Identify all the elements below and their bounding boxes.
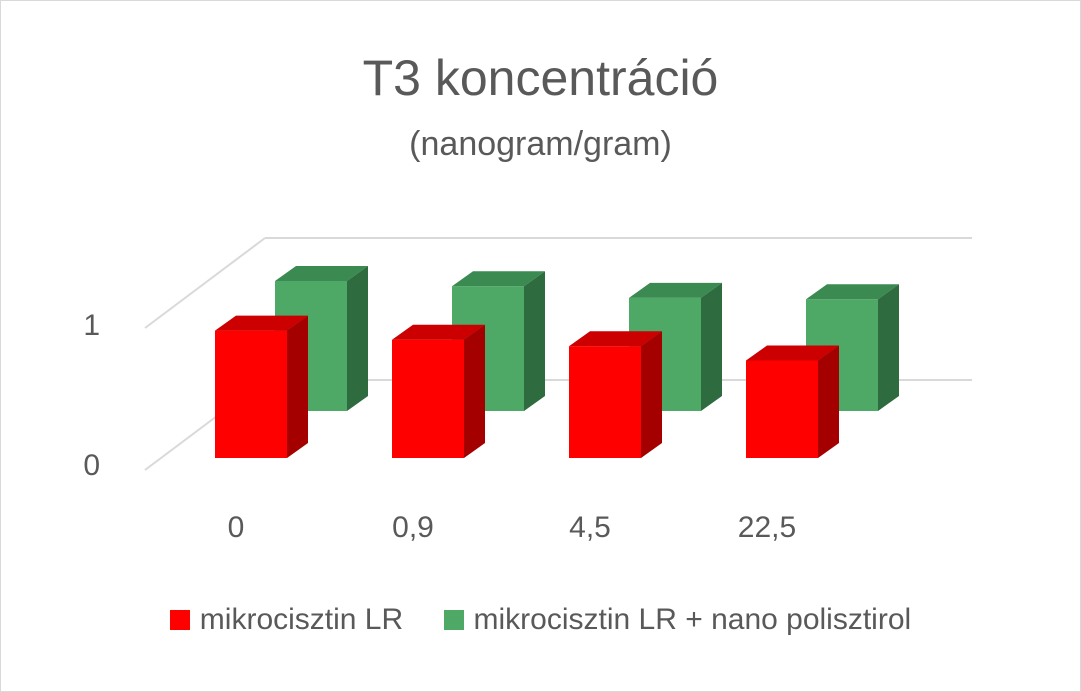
bar-series1-0-top: [215, 315, 308, 331]
bar-series2-0-side: [347, 266, 368, 411]
bar-series1-22,5: [746, 360, 818, 458]
bar-series1-0,9-top: [392, 324, 485, 340]
bar-series2-22,5-side: [878, 284, 899, 411]
bar-series2-4,5-top: [629, 282, 722, 298]
legend-item-series-1: mikrocisztin LR: [169, 600, 404, 640]
chart-title: T3 koncentráció: [362, 50, 719, 106]
bar-series1-0,9-side: [464, 324, 485, 458]
bar-series1-0-side: [287, 315, 308, 458]
x-tick-label-22,5: 22,5: [738, 511, 796, 544]
legend-swatch-series-2: [443, 610, 464, 630]
x-tick-label-0: 0: [228, 511, 245, 544]
bar-series1-22,5-side: [818, 345, 839, 458]
legend-label-series-2: mikrocisztin LR + nano polisztirol: [473, 603, 912, 636]
bar-series1-4,5-side: [641, 331, 662, 458]
legend-label-series-1: mikrocisztin LR: [199, 603, 404, 636]
bar-series2-22,5-top: [806, 284, 899, 300]
bar-series1-4,5-top: [569, 331, 662, 347]
gridline-1-side: [144, 237, 266, 329]
legend-item-series-2: mikrocisztin LR + nano polisztirol: [443, 600, 912, 640]
bar-series2-4,5-side: [701, 282, 722, 411]
y-tick-label-1: 1: [83, 309, 100, 342]
bar-series1-22,5-top: [746, 345, 839, 361]
x-tick-label-4,5: 4,5: [569, 511, 611, 544]
x-tick-label-0,9: 0,9: [392, 511, 434, 544]
bar-series2-0,9-side: [524, 271, 545, 411]
bar-series1-0,9: [392, 339, 464, 458]
y-tick-label-0: 0: [83, 449, 100, 482]
bar-series2-0-top: [275, 266, 368, 281]
bar-series2-0,9-top: [452, 271, 545, 287]
chart-subtitle: (nanogram/gram): [409, 125, 672, 163]
legend-swatch-series-1: [169, 610, 190, 630]
bar-series1-0: [215, 330, 287, 458]
bar-series1-4,5: [569, 346, 641, 458]
legend: mikrocisztin LR mikrocisztin LR + nano p…: [0, 600, 1081, 640]
